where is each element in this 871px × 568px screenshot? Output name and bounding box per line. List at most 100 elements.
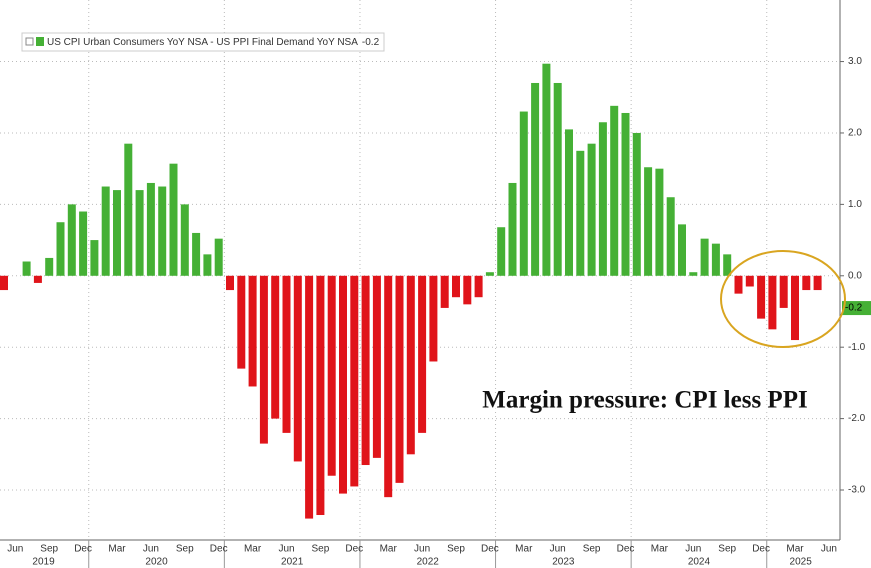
bar <box>813 275 822 291</box>
y-tick-label: 1.0 <box>848 199 862 210</box>
bar <box>237 275 246 369</box>
bar <box>610 105 619 276</box>
bar <box>90 240 99 276</box>
x-tick-label: Jun <box>550 544 566 555</box>
bar <box>666 197 675 276</box>
x-tick-label: Dec <box>617 544 635 555</box>
x-tick-label: Dec <box>481 544 499 555</box>
x-tick-label: Mar <box>244 544 262 555</box>
bar <box>113 190 121 276</box>
bar <box>45 257 54 276</box>
bar <box>248 275 257 387</box>
legend-name: US CPI Urban Consumers YoY NSA - US PPI … <box>47 37 358 48</box>
y-tick-label: -1.0 <box>848 342 866 353</box>
bar <box>395 275 404 483</box>
bar <box>565 129 573 276</box>
bar <box>519 111 528 276</box>
legend-last-value: -0.2 <box>362 37 380 48</box>
bar <box>734 275 743 294</box>
bar <box>474 275 483 298</box>
bar <box>576 150 585 276</box>
year-label: 2025 <box>790 557 813 568</box>
legend: US CPI Urban Consumers YoY NSA - US PPI … <box>21 32 385 52</box>
x-tick-label: Jun <box>278 544 294 555</box>
bar <box>56 222 65 276</box>
y-tick-label: 2.0 <box>848 128 862 139</box>
bar <box>203 254 212 276</box>
bar <box>372 275 381 458</box>
last-value-tag <box>842 301 871 316</box>
bar <box>678 224 686 276</box>
bar <box>598 122 607 276</box>
bar <box>384 275 393 498</box>
bar <box>508 182 517 276</box>
bar <box>0 275 8 291</box>
bar <box>33 275 42 283</box>
legend-box <box>21 32 385 52</box>
highlight-circle <box>720 250 846 348</box>
bar <box>587 143 596 276</box>
annotation: Margin pressure: CPI less PPI <box>482 387 807 414</box>
x-tick-label: Sep <box>176 544 194 555</box>
bar <box>655 168 664 276</box>
bar <box>101 186 110 276</box>
legend-label: US CPI Urban Consumers YoY NSA - US PPI … <box>47 37 380 48</box>
bar <box>226 275 234 291</box>
bar <box>418 275 427 433</box>
bar <box>452 275 460 298</box>
bar <box>531 82 540 276</box>
bar <box>768 275 777 330</box>
x-tick-label: Jun <box>821 544 837 555</box>
bar <box>327 275 336 476</box>
bar <box>632 132 641 276</box>
legend-swatch <box>36 37 44 46</box>
year-label: 2020 <box>145 557 168 568</box>
year-label: 2021 <box>281 557 304 568</box>
x-tick-label: Mar <box>380 544 398 555</box>
x-tick-label: Jun <box>414 544 430 555</box>
bar <box>79 211 88 276</box>
year-label: 2024 <box>688 557 711 568</box>
x-tick-label: Sep <box>718 544 736 555</box>
x-tick-label: Jun <box>143 544 159 555</box>
bar <box>791 275 799 341</box>
bar <box>745 275 754 287</box>
x-tick-label: Dec <box>210 544 228 555</box>
bar <box>316 275 325 516</box>
x-tick-label: Dec <box>74 544 92 555</box>
x-tick-label: Sep <box>312 544 330 555</box>
bar <box>158 186 167 276</box>
bar <box>22 261 31 276</box>
x-tick-label: Jun <box>685 544 701 555</box>
bar <box>779 275 788 308</box>
bar <box>485 272 494 276</box>
x-tick-label: Dec <box>752 544 770 555</box>
bar <box>802 275 811 291</box>
y-tick-label: -2.0 <box>848 413 866 424</box>
bar <box>259 275 268 444</box>
bar <box>180 204 189 276</box>
bar <box>361 275 370 466</box>
bar <box>542 63 551 276</box>
x-tick-label: Mar <box>651 544 669 555</box>
bar <box>282 275 291 433</box>
x-tick-label: Mar <box>786 544 804 555</box>
year-label: 2022 <box>417 557 440 568</box>
year-label: 2023 <box>552 557 575 568</box>
x-tick-label: Sep <box>40 544 58 555</box>
bar <box>700 238 709 276</box>
bar <box>621 112 630 276</box>
x-tick-label: Dec <box>345 544 363 555</box>
bar <box>429 275 438 362</box>
bar <box>406 275 415 455</box>
bar <box>146 182 155 276</box>
bar <box>214 238 223 276</box>
x-tick-label: Jun <box>7 544 23 555</box>
bar <box>350 275 359 487</box>
y-tick-label: 3.0 <box>848 56 862 67</box>
bar <box>135 190 144 276</box>
x-tick-label: Mar <box>515 544 533 555</box>
bar <box>711 243 720 276</box>
bar <box>192 232 201 276</box>
bar <box>169 163 178 276</box>
